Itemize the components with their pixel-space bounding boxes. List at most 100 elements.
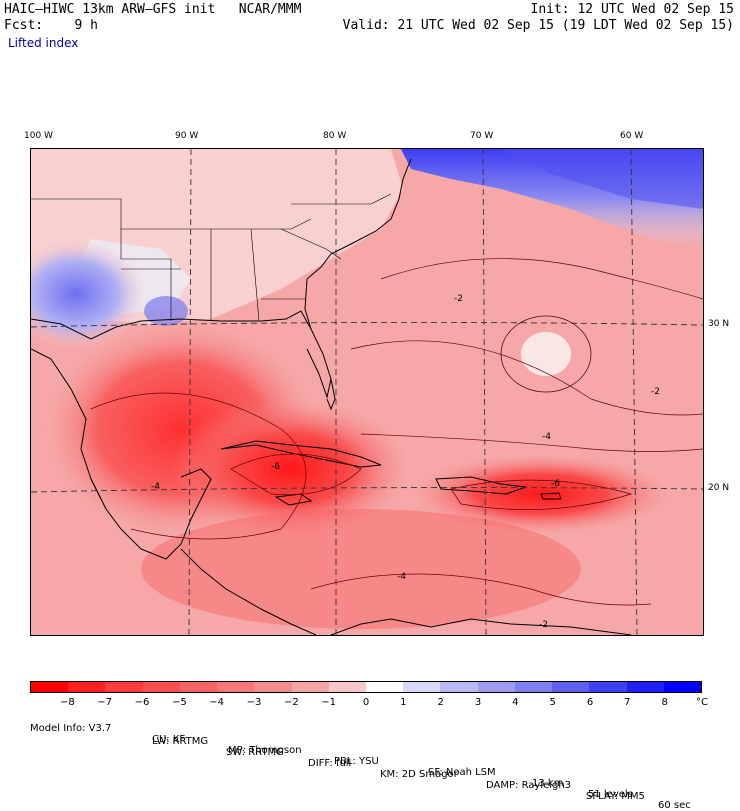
lat-label-30n: 30 N — [708, 319, 730, 329]
colorbar-tick-label: 1 — [400, 697, 407, 708]
lon-label-80w: 80 W — [323, 131, 347, 141]
florida-tip — [326, 378, 336, 411]
model-title: HAIC–HIWC 13km ARW–GFS init NCAR/MMM — [4, 2, 302, 17]
colorbar-swatch — [514, 682, 553, 692]
colorbar-swatch — [217, 682, 255, 692]
colorbar-tick-label: 3 — [474, 697, 482, 708]
state-line-4 — [250, 228, 260, 322]
model-info: Model Info: V3.7 — [30, 723, 112, 734]
contour-label: -6 — [271, 462, 280, 472]
contour-label: -2 — [651, 387, 660, 397]
contour-3 — [360, 433, 703, 452]
colorbar-tick-label: 4 — [512, 697, 519, 708]
yucatan-outline — [90, 468, 212, 560]
contour-label: -4 — [151, 482, 160, 492]
contour-label: -4 — [542, 432, 551, 442]
southern-caribbean-band — [141, 509, 581, 629]
colorbar-tick-label: 0 — [362, 697, 370, 708]
colorbar-tick-label: −5 — [171, 697, 187, 708]
colorbar-swatch — [626, 682, 664, 692]
field-name: Lifted index — [8, 36, 79, 50]
colorbar-swatch — [477, 682, 515, 692]
contour-label: -6 — [551, 479, 560, 489]
colorbar-swatch — [589, 682, 627, 692]
contour-7 — [310, 573, 652, 606]
colorbar-swatch — [440, 682, 478, 692]
colorbar-tick-label: −2 — [283, 697, 299, 708]
contour-label: -4 — [397, 572, 406, 582]
colorbar-swatch — [68, 682, 106, 692]
state-line-8 — [291, 193, 392, 205]
florida-east-coast — [304, 278, 312, 330]
contour-ring — [500, 315, 592, 393]
colorbar-tick-label: −8 — [59, 697, 75, 708]
colorbar-tick-label: −7 — [97, 697, 113, 708]
puerto-rico-outline — [540, 492, 562, 500]
sw-scheme: SW: RRTMG — [226, 747, 284, 758]
contour-label: -2 — [539, 620, 548, 630]
us-atlantic-coast — [306, 158, 412, 280]
colorbar — [30, 681, 702, 693]
colorbar-tick-label: 5 — [549, 697, 556, 708]
colorbar-swatch — [142, 682, 180, 692]
colorbar-swatch — [328, 682, 366, 692]
contour-1 — [380, 258, 703, 300]
forecast-hour: Fcst: 9 h — [4, 18, 98, 33]
valid-time: Valid: 21 UTC Wed 02 Sep 15 (19 LDT Wed … — [342, 18, 734, 33]
colorbar-swatch — [663, 682, 701, 692]
south-america-coast — [330, 618, 632, 635]
state-line-2 — [121, 218, 312, 230]
colorbar-swatch — [291, 682, 329, 692]
colorbar-swatch — [31, 682, 69, 692]
colorbar-unit: °C — [696, 697, 708, 708]
caribbean-instability-core — [171, 399, 411, 539]
colorbar-swatch — [403, 682, 441, 692]
contours — [90, 258, 703, 606]
damp-scheme: DAMP: Rayleigh3 — [486, 780, 572, 791]
colorbar-tick-label: −6 — [134, 697, 150, 708]
colorbar-tick-label: 6 — [586, 697, 594, 708]
us-gulf-coast — [31, 310, 332, 399]
lw-scheme: LW: RRTMG — [152, 736, 209, 747]
coastlines — [31, 158, 632, 635]
state-boundaries — [31, 193, 392, 322]
grid-20n — [31, 487, 703, 493]
grid-90w — [188, 149, 192, 635]
central-america-coast — [180, 548, 317, 635]
colorbar-tick-label: −4 — [209, 697, 225, 708]
colorbar-swatch — [105, 682, 143, 692]
grid-70w — [482, 149, 487, 635]
contour-label: -2 — [454, 294, 463, 304]
blue-louisiana-spot — [144, 296, 188, 326]
colorbar-swatch — [365, 682, 404, 692]
colorbar-swatch — [552, 682, 590, 692]
lifted-index-map: -2 -4 -6 -4 -2 -2 -4 -6 — [30, 148, 704, 636]
contour-4 — [90, 392, 307, 540]
lon-label-90w: 90 W — [175, 131, 199, 141]
colorbar-swatch — [179, 682, 218, 692]
colorbar-tick-label: −1 — [321, 697, 337, 708]
state-line-1 — [31, 198, 172, 321]
jamaica-outline — [274, 493, 313, 506]
map-canvas: -2 -4 -6 -4 -2 -2 -4 -6 — [31, 149, 703, 635]
state-line-7 — [280, 228, 342, 260]
diff-scheme: DIFF: full — [308, 758, 352, 769]
lon-label-60w: 60 W — [620, 131, 644, 141]
lon-label-70w: 70 W — [470, 131, 494, 141]
sflay-scheme: SFLAY: MM5 — [586, 791, 645, 802]
grid-30n — [31, 321, 703, 328]
contour-labels: -2 -4 -6 -4 -2 -2 -4 -6 — [151, 294, 660, 630]
footer-line-2: LW: RRTMG SW: RRTMG DIFF: full KM: 2D Sm… — [30, 725, 710, 802]
contour-6 — [450, 479, 633, 510]
colorbar-tick-label: 7 — [624, 697, 631, 708]
grid-60w — [630, 149, 638, 635]
colorbar-tick-label: 2 — [437, 697, 444, 708]
contour-5 — [230, 453, 362, 495]
pale-atlantic-patch — [521, 332, 571, 376]
blue-texas-region — [31, 239, 146, 349]
colorbar-tick-label: −3 — [246, 697, 262, 708]
cuba-outline — [220, 440, 382, 468]
contour-2 — [350, 340, 703, 416]
hispaniola-outline — [435, 476, 527, 495]
lat-label-20n: 20 N — [708, 483, 730, 493]
